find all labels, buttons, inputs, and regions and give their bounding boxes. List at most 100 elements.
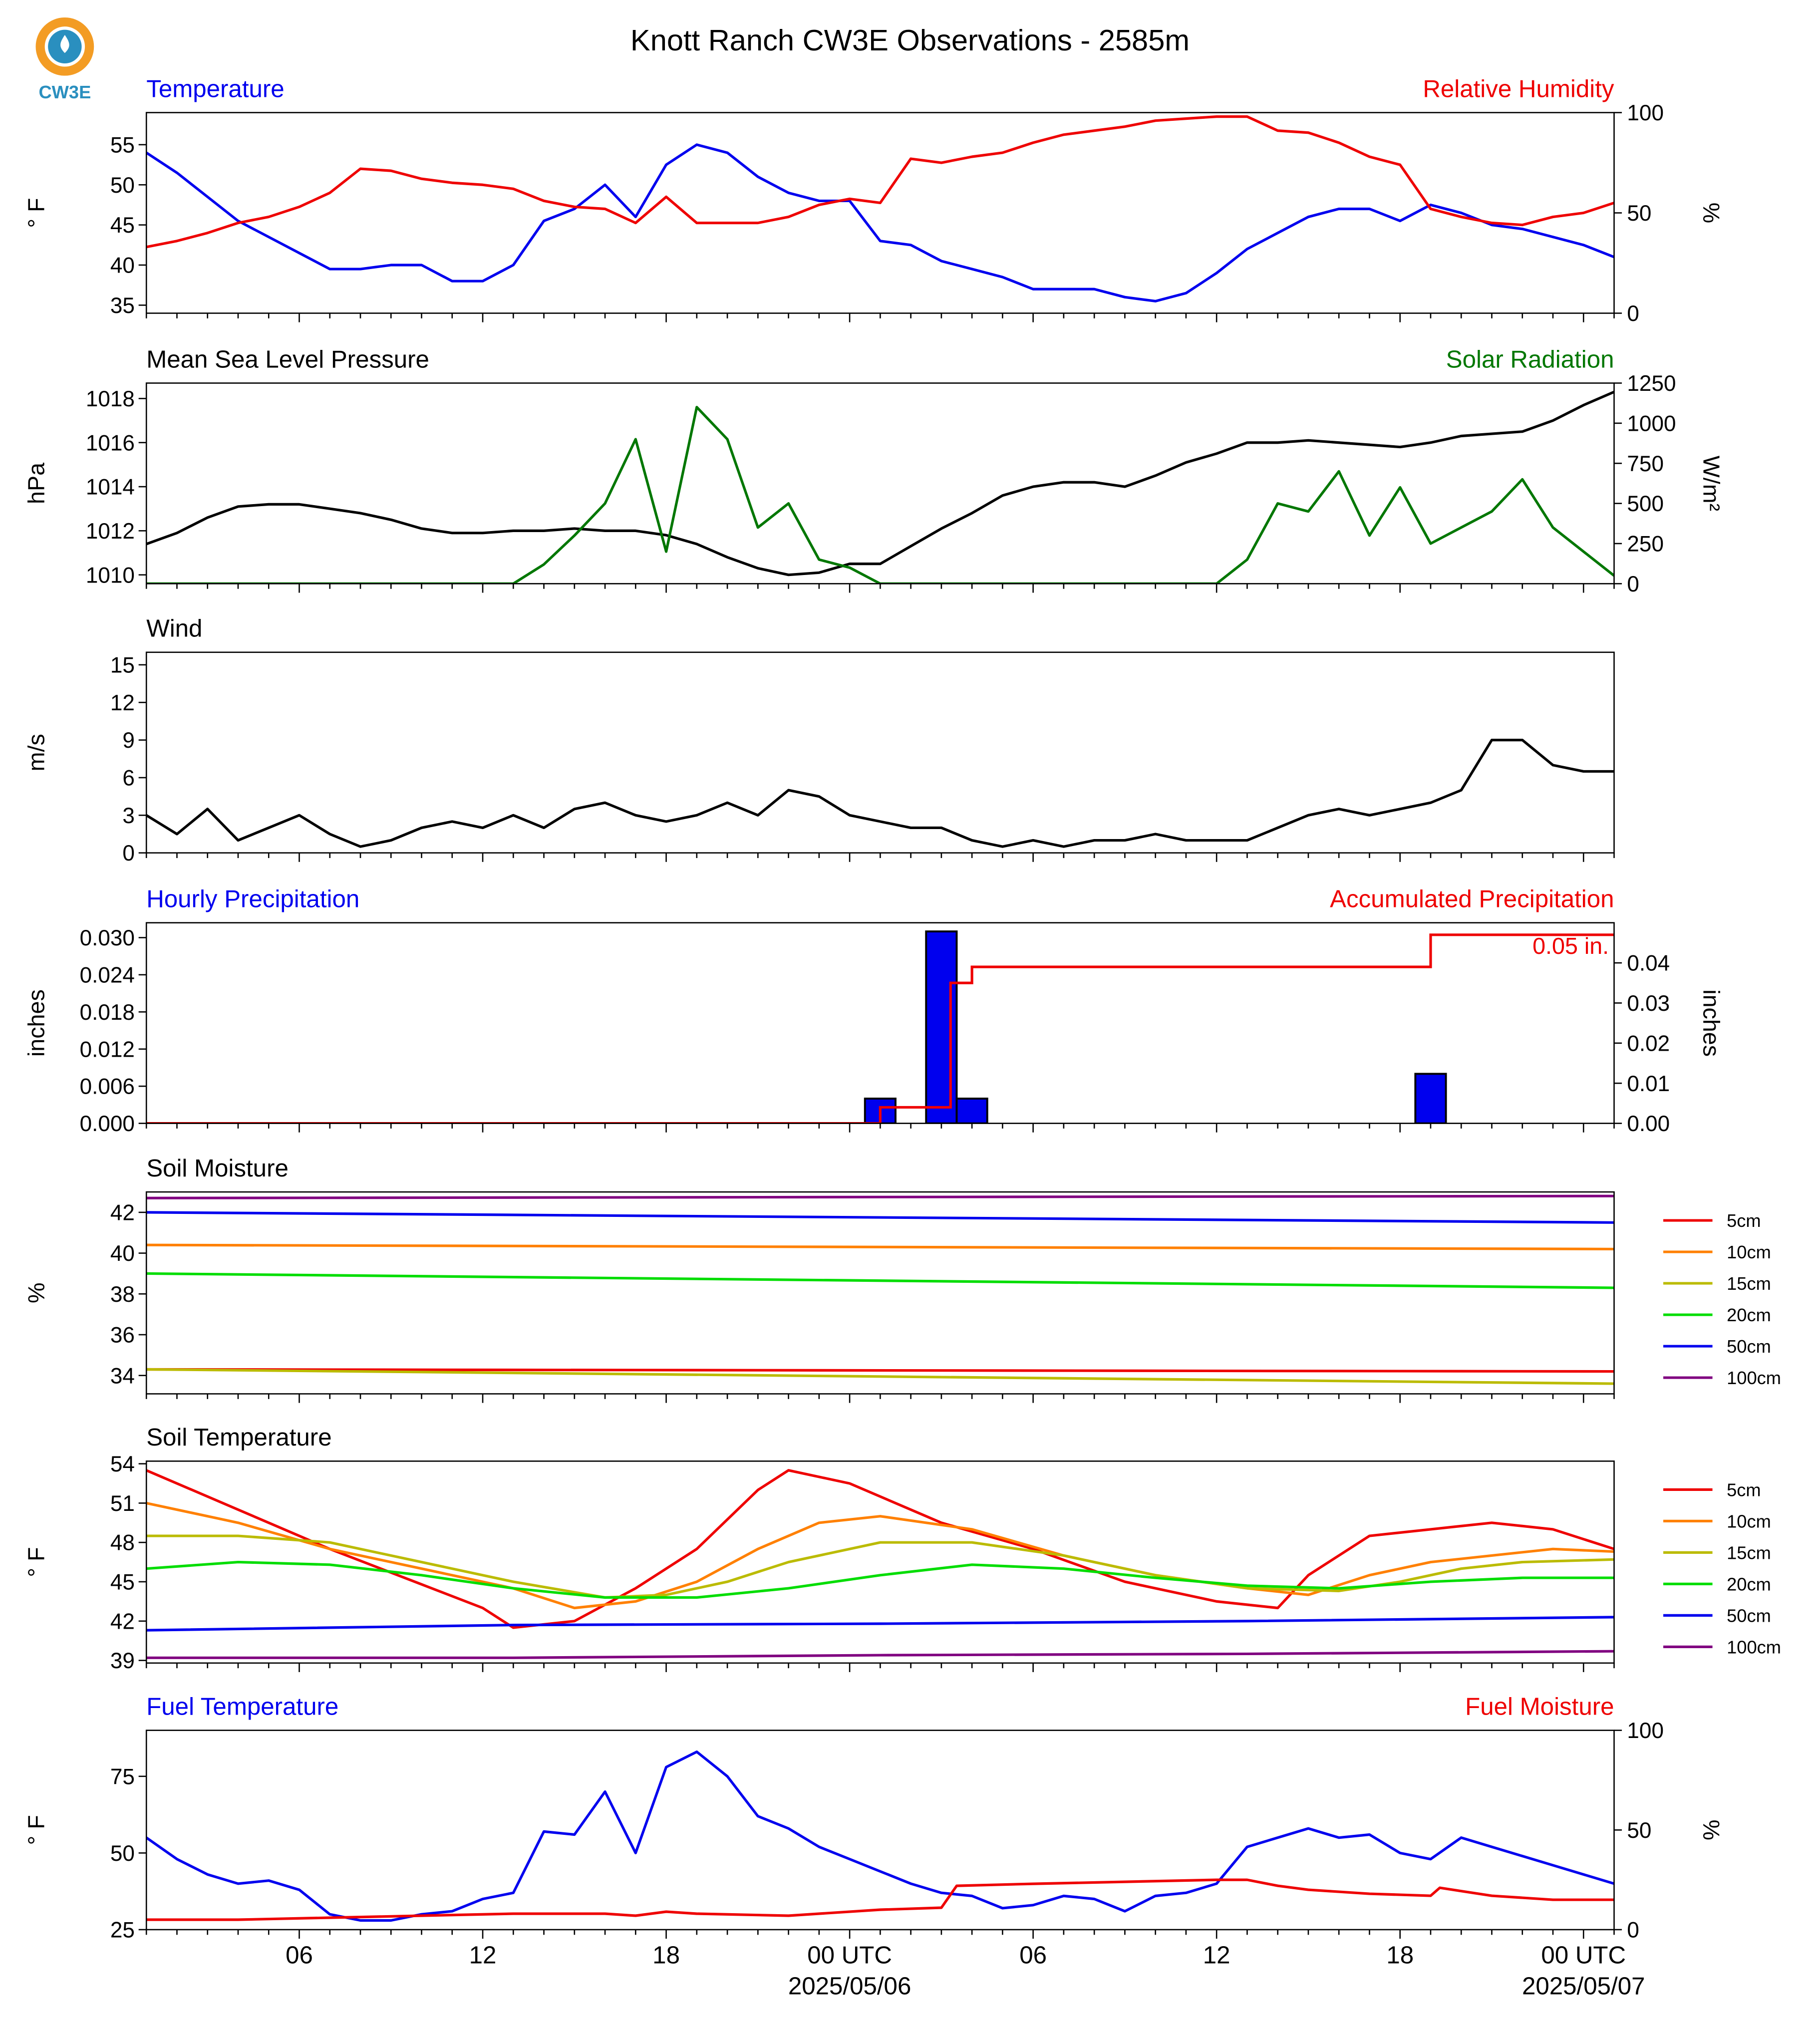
y-tick-label: 38 [110, 1282, 135, 1307]
y-tick-label: 9 [122, 728, 135, 753]
y-tick-label: 42 [110, 1200, 135, 1225]
x-tick-label: 06 [1019, 1941, 1047, 1969]
y2-tick-label: 250 [1627, 532, 1664, 557]
legend-label: 50cm [1727, 1336, 1771, 1357]
panel-temp_rh: Temperature Relative Humidity ° F % 35 40 45 50… [23, 75, 1724, 326]
series-line-20cm [146, 1560, 1614, 1599]
legend: 5cm 10cm 15cm 20cm 50cm 100cm [1663, 1479, 1781, 1657]
series-line-15cm [146, 1534, 1614, 1599]
y-tick-label: 51 [110, 1491, 135, 1516]
plot-area [146, 739, 1614, 848]
series-line-10cm [146, 1501, 1614, 1610]
y-tick-label: 0.030 [80, 926, 135, 950]
y2-tick-label: 0.04 [1627, 951, 1670, 976]
y-tick-label: 0.024 [80, 963, 135, 987]
legend-label: 50cm [1727, 1605, 1771, 1626]
y2-tick-label: 1000 [1627, 411, 1676, 436]
y-axis-label: ° F [23, 1815, 49, 1845]
legend-label: 5cm [1727, 1210, 1761, 1231]
y-axis-label-right: % [1698, 203, 1724, 223]
y-tick-label: 50 [110, 1841, 135, 1866]
plot-area [146, 390, 1614, 584]
legend-label: 20cm [1727, 1574, 1771, 1594]
y-tick-label: 45 [110, 1570, 135, 1595]
y-tick-label: 48 [110, 1531, 135, 1555]
precip-bar [925, 930, 958, 1124]
panel-title-left: Soil Moisture [146, 1155, 289, 1182]
y2-tick-label: 0 [1627, 301, 1639, 326]
legend: 5cm 10cm 15cm 20cm 50cm 100cm [1663, 1210, 1781, 1388]
series-line-0 [146, 739, 1614, 848]
panel-frame [145, 1730, 1615, 1931]
y2-tick-label: 50 [1627, 1818, 1651, 1843]
y-tick-label: 0.018 [80, 1000, 135, 1025]
series-line-1 [146, 115, 1614, 249]
y-tick-label: 25 [110, 1918, 135, 1943]
legend-label: 15cm [1727, 1273, 1771, 1294]
panel-title-right: Relative Humidity [1423, 75, 1614, 102]
panel-pressure_solar: Mean Sea Level Pressure Solar Radiation hP… [23, 345, 1724, 596]
series-line-20cm [146, 1272, 1614, 1289]
series-line-50cm [146, 1211, 1614, 1224]
x-tick-label: 12 [469, 1941, 497, 1969]
panel-title-left: Mean Sea Level Pressure [146, 345, 429, 373]
accum-precip-annotation: 0.05 in. [1532, 933, 1609, 959]
y-tick-label: 35 [110, 293, 135, 318]
y-tick-label: 45 [110, 213, 135, 238]
plot-area [146, 1750, 1614, 1922]
y-axis-label: ° F [23, 198, 49, 228]
y-axis-label-right: inches [1698, 989, 1724, 1057]
y-axis-label-right: % [1698, 1820, 1724, 1841]
y2-tick-label: 500 [1627, 492, 1664, 516]
y2-tick-label: 50 [1627, 201, 1651, 226]
y-tick-label: 1016 [86, 431, 135, 455]
y-tick-label: 12 [110, 691, 135, 715]
panel-title-left: Temperature [146, 75, 284, 102]
plot-area [146, 115, 1614, 302]
y2-tick-label: 0 [1627, 1918, 1639, 1943]
series-line-100cm [146, 1194, 1614, 1199]
y-tick-label: 1014 [86, 475, 135, 500]
logo-text: CW3E [38, 82, 91, 102]
y-axis-label: inches [23, 989, 49, 1057]
panel-soil_temp: Soil Temperature ° F 39 42 45 48 51 54 5cm 10cm 15… [23, 1424, 1781, 1673]
y-tick-label: 3 [122, 804, 135, 828]
y-tick-label: 36 [110, 1323, 135, 1348]
legend-label: 10cm [1727, 1242, 1771, 1262]
x-date-label: 2025/05/06 [788, 1973, 911, 2000]
y-tick-label: 39 [110, 1649, 135, 1673]
plot-area [146, 930, 1614, 1124]
panel-title-left: Fuel Temperature [146, 1693, 338, 1721]
y2-tick-label: 0.02 [1627, 1031, 1670, 1056]
panel-title-right: Solar Radiation [1446, 345, 1614, 373]
y2-tick-label: 100 [1627, 101, 1664, 125]
legend-label: 100cm [1727, 1637, 1781, 1657]
panel-frame [145, 112, 1615, 314]
figure-title: Knott Ranch CW3E Observations - 2585m [630, 23, 1190, 57]
y-axis-label: % [23, 1283, 49, 1304]
series-line-100cm [146, 1650, 1614, 1659]
y2-tick-label: 0 [1627, 572, 1639, 596]
series-line-50cm [146, 1616, 1614, 1632]
y-tick-label: 6 [122, 766, 135, 791]
legend-label: 10cm [1727, 1511, 1771, 1531]
panel-title-right: Accumulated Precipitation [1330, 885, 1614, 913]
series-line-0 [146, 143, 1614, 302]
panel-title-left: Soil Temperature [146, 1424, 331, 1451]
legend-label: 15cm [1727, 1542, 1771, 1563]
series-line-1 [146, 406, 1614, 584]
y-axis-label: hPa [23, 463, 49, 504]
x-tick-label: 06 [286, 1941, 313, 1969]
panel-frame [145, 1460, 1615, 1664]
y-tick-label: 0.012 [80, 1037, 135, 1062]
x-tick-label: 00 UTC [1541, 1941, 1626, 1969]
panel-frame [145, 922, 1615, 1124]
panel-precip: Hourly Precipitation Accumulated Precipit… [23, 885, 1724, 1137]
legend-label: 20cm [1727, 1305, 1771, 1325]
y2-tick-label: 100 [1627, 1719, 1664, 1743]
panel-title-right: Fuel Moisture [1465, 1693, 1614, 1721]
x-tick-label: 18 [1386, 1941, 1414, 1969]
y-tick-label: 1018 [86, 387, 135, 411]
y-tick-label: 55 [110, 133, 135, 157]
